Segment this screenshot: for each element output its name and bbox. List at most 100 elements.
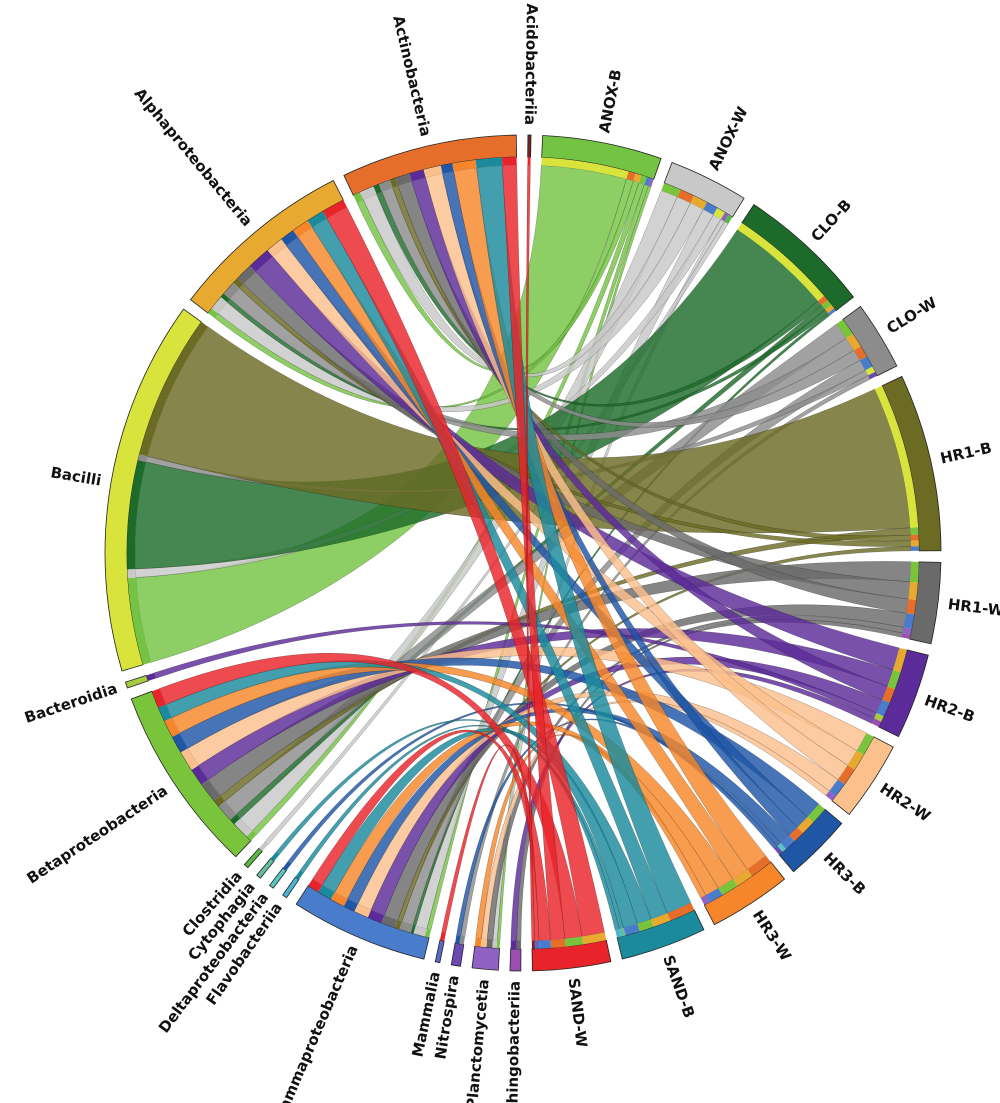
subtrack-anox-w	[259, 842, 268, 852]
segment-mammalia[interactable]	[434, 939, 445, 964]
subtrack-sand-b	[270, 852, 280, 862]
subtrack-betaproteobacteria	[637, 919, 654, 932]
subtrack-betaproteobacteria	[836, 319, 853, 339]
subtrack-hr3-b	[440, 163, 454, 174]
label-gammaproteobacteria: Gammaproteobacteria	[270, 942, 362, 1103]
segment-deltaproteobacteria[interactable]	[268, 867, 287, 889]
subtrack-planctomycetia	[700, 895, 710, 906]
subtrack-alphaproteobacteria	[910, 540, 919, 547]
subtrack-flavobacteriia	[615, 928, 622, 938]
label-hr1-w: HR1-W	[947, 595, 1000, 620]
subtrack-planctomycetia	[720, 212, 729, 222]
subtrack-alphaproteobacteria	[846, 333, 861, 351]
subtrack-hr2-w	[354, 904, 371, 918]
subtrack-actinobacteria	[882, 686, 895, 703]
subtrack-alphaproteobacteria	[892, 647, 907, 673]
subtrack-clo-b	[410, 925, 416, 934]
subtrack-anox-w	[234, 818, 253, 837]
ribbon-hr2-b-actinobacteria	[411, 177, 888, 701]
subtrack-clo-b	[230, 814, 241, 825]
ribbons-layer	[134, 164, 912, 942]
subtrack-nitrospira	[774, 845, 783, 855]
label-alphaproteobacteria: Alphaproteobacteria	[131, 85, 256, 230]
ribbon-anox-w-alphaproteobacteria	[217, 202, 704, 413]
subtrack-clo-w	[218, 801, 237, 820]
ribbon-clo-w-actinobacteria	[381, 187, 861, 428]
subtrack-alphaproteobacteria	[797, 816, 814, 833]
subtrack-hr2-b	[510, 940, 517, 949]
subtrack-hr1-b	[395, 920, 402, 930]
subtrack-sand-b	[307, 211, 327, 228]
subtrack-gammaproteobacteria	[538, 940, 552, 949]
subtrack-planctomycetia	[825, 791, 836, 801]
subtrack-hr3-w	[293, 220, 313, 238]
subtrack-anox-b	[424, 928, 431, 938]
subtrack-gammaproteobacteria	[910, 546, 919, 551]
subtrack-sand-w	[527, 157, 531, 166]
subtrack-sand-b	[295, 870, 304, 880]
subtrack-alphaproteobacteria	[690, 195, 708, 210]
ribbon-sand-w-betaproteobacteria	[159, 652, 583, 940]
segment-clostridia[interactable]	[243, 847, 263, 869]
subtrack-anox-b	[127, 577, 151, 665]
subtrack-sand-w	[439, 932, 446, 942]
subtrack-anox-b	[496, 940, 501, 949]
label-bacteroidia: Bacteroidia	[22, 679, 119, 727]
subtrack-hr1-w	[381, 915, 398, 928]
label-hr1-b: HR1-B	[939, 439, 994, 468]
label-acidobacteriia: Acidobacteriia	[521, 3, 541, 125]
subtrack-gammaproteobacteria	[829, 779, 845, 797]
subtrack-actinobacteria	[789, 827, 804, 842]
subtrack-hr2-w	[423, 165, 443, 178]
subtrack-hr1-w	[486, 939, 493, 948]
segment-acidobacteriia[interactable]	[527, 134, 532, 158]
subtrack-alphaproteobacteria	[581, 932, 607, 945]
subtrack-clostridia	[724, 214, 733, 224]
subtrack-gammaproteobacteria	[903, 613, 915, 629]
subtrack-bacilli	[713, 207, 725, 220]
ribbon-sand-w-alphaproteobacteria	[326, 206, 605, 937]
subtrack-hr2-w	[267, 239, 287, 257]
ribbon-sand-w-mammalia	[441, 744, 540, 942]
segment-bacteroidia[interactable]	[124, 674, 149, 689]
segment-sphingobacteriia[interactable]	[509, 948, 522, 972]
subtrack-clo-b	[220, 293, 230, 303]
subtrack-hr3-w	[330, 892, 348, 907]
segment-nitrospira[interactable]	[450, 942, 465, 967]
subtrack-clo-w	[223, 282, 240, 299]
subtrack-actinobacteria	[677, 189, 694, 203]
subtrack-gammaproteobacteria	[876, 699, 890, 717]
subtrack-gammaproteobacteria	[705, 888, 723, 903]
subtrack-gammaproteobacteria	[623, 923, 640, 936]
subtrack-actinobacteria	[837, 765, 855, 785]
subtrack-anox-w	[211, 297, 227, 314]
label-actinobacteria: Actinobacteria	[389, 14, 435, 138]
segment-cytophagia[interactable]	[256, 857, 275, 879]
subtrack-betaproteobacteria	[564, 936, 584, 947]
subtrack-hr1-b	[214, 795, 225, 807]
subtrack-anox-w	[492, 939, 498, 949]
label-anox-w: ANOX-W	[705, 103, 752, 173]
subtrack-mammalia	[534, 940, 540, 949]
subtrack-bacteroidia	[874, 713, 884, 722]
subtrack-hr1-w	[237, 266, 256, 285]
subtrack-hr3-b	[281, 230, 298, 246]
subtrack-hr3-w	[164, 717, 180, 737]
label-sand-w: SAND-W	[565, 977, 591, 1049]
segment-planctomycetia[interactable]	[471, 945, 501, 971]
subtrack-sand-w	[308, 878, 323, 892]
subtrack-nitrospira	[868, 371, 878, 380]
subtrack-sand-w	[501, 157, 517, 166]
subtrack-hr2-b	[250, 250, 273, 272]
subtrack-betaproteobacteria	[718, 879, 738, 896]
segment-flavobacteriia[interactable]	[282, 876, 300, 899]
segments-layer	[104, 134, 942, 972]
subtrack-betaproteobacteria	[856, 733, 874, 755]
subtrack-anox-w	[127, 568, 136, 579]
subtrack-anox-b	[246, 830, 257, 841]
subtrack-bacilli	[874, 385, 919, 528]
subtrack-anox-w	[413, 925, 427, 937]
subtrack-hr1-w	[516, 940, 521, 949]
subtrack-deltaproteobacteria	[777, 843, 786, 853]
